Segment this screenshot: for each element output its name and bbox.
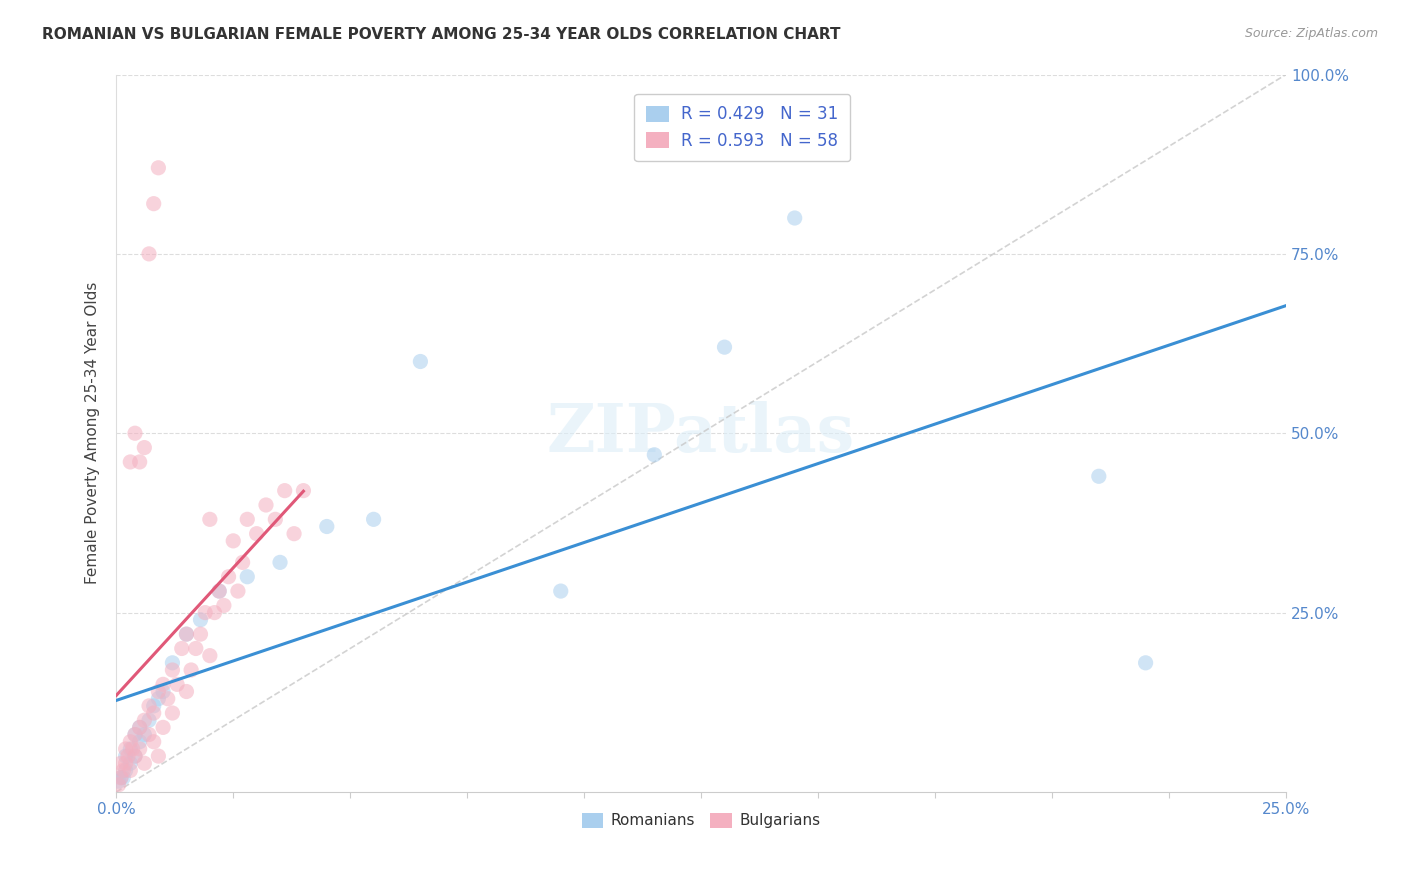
Point: [148, 691, 170, 706]
Point: [166, 677, 188, 691]
Point: [120, 764, 142, 778]
Text: ZIPatlas: ZIPatlas: [547, 401, 855, 466]
Point: [124, 728, 146, 742]
Point: [138, 698, 160, 713]
Point: [550, 584, 572, 599]
Point: [783, 211, 806, 225]
Point: [208, 584, 231, 599]
Point: [162, 663, 184, 677]
Point: [110, 756, 132, 771]
Point: [152, 677, 174, 691]
Point: [112, 771, 135, 785]
Text: Source: ZipAtlas.com: Source: ZipAtlas.com: [1244, 27, 1378, 40]
Point: [120, 735, 142, 749]
Point: [110, 771, 132, 785]
Point: [363, 512, 385, 526]
Point: [283, 526, 305, 541]
Point: [107, 774, 129, 789]
Point: [117, 749, 139, 764]
Point: [124, 426, 146, 441]
Point: [128, 735, 150, 749]
Point: [176, 684, 198, 698]
Point: [142, 196, 165, 211]
Point: [315, 519, 337, 533]
Point: [162, 656, 184, 670]
Point: [121, 742, 143, 756]
Point: [134, 713, 156, 727]
Point: [128, 455, 150, 469]
Point: [212, 599, 235, 613]
Point: [176, 627, 198, 641]
Point: [128, 720, 150, 734]
Point: [170, 641, 193, 656]
Point: [264, 512, 287, 526]
Point: [152, 684, 174, 698]
Point: [246, 526, 269, 541]
Point: [1088, 469, 1111, 483]
Point: [134, 441, 156, 455]
Point: [254, 498, 277, 512]
Point: [148, 684, 170, 698]
Point: [107, 778, 129, 792]
Point: [142, 698, 165, 713]
Point: [112, 764, 135, 778]
Point: [138, 728, 160, 742]
Point: [198, 512, 221, 526]
Point: [1135, 656, 1157, 670]
Point: [120, 742, 142, 756]
Point: [142, 735, 165, 749]
Point: [713, 340, 735, 354]
Point: [114, 764, 136, 778]
Point: [114, 742, 136, 756]
Point: [152, 720, 174, 734]
Point: [162, 706, 184, 720]
Y-axis label: Female Poverty Among 25-34 Year Olds: Female Poverty Among 25-34 Year Olds: [86, 282, 100, 584]
Point: [194, 606, 217, 620]
Point: [269, 555, 291, 569]
Point: [236, 570, 259, 584]
Point: [138, 713, 160, 727]
Point: [176, 627, 198, 641]
Point: [120, 756, 142, 771]
Point: [184, 641, 207, 656]
Point: [218, 570, 240, 584]
Point: [180, 663, 202, 677]
Point: [198, 648, 221, 663]
Point: [134, 756, 156, 771]
Point: [114, 749, 136, 764]
Point: [156, 691, 179, 706]
Point: [142, 706, 165, 720]
Point: [190, 627, 212, 641]
Point: [292, 483, 315, 498]
Point: [124, 728, 146, 742]
Point: [226, 584, 249, 599]
Point: [110, 771, 132, 785]
Point: [190, 613, 212, 627]
Point: [148, 749, 170, 764]
Point: [114, 756, 136, 771]
Point: [208, 584, 231, 599]
Point: [124, 749, 146, 764]
Point: [120, 455, 142, 469]
Point: [128, 720, 150, 734]
Point: [236, 512, 259, 526]
Point: [148, 161, 170, 175]
Point: [222, 533, 245, 548]
Point: [138, 247, 160, 261]
Point: [124, 749, 146, 764]
Point: [128, 742, 150, 756]
Legend: Romanians, Bulgarians: Romanians, Bulgarians: [575, 806, 827, 835]
Point: [134, 728, 156, 742]
Text: ROMANIAN VS BULGARIAN FEMALE POVERTY AMONG 25-34 YEAR OLDS CORRELATION CHART: ROMANIAN VS BULGARIAN FEMALE POVERTY AMO…: [42, 27, 841, 42]
Point: [204, 606, 226, 620]
Point: [409, 354, 432, 368]
Point: [273, 483, 295, 498]
Point: [643, 448, 665, 462]
Point: [232, 555, 254, 569]
